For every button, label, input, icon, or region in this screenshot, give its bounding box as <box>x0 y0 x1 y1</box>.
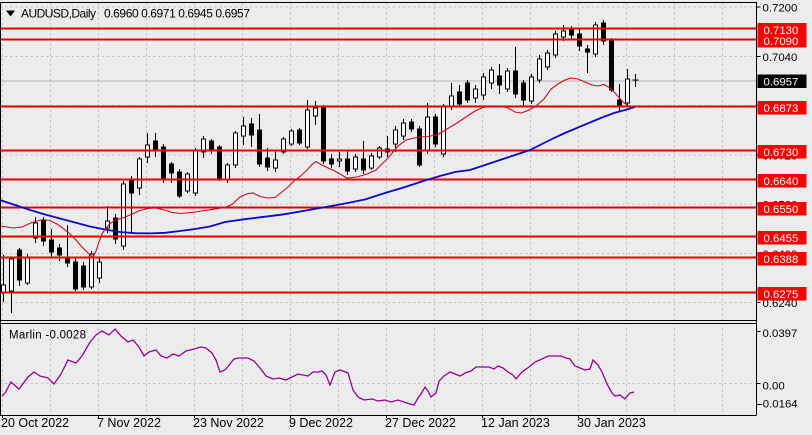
svg-text:0.6730: 0.6730 <box>764 147 799 159</box>
svg-text:7 Nov 2022: 7 Nov 2022 <box>97 416 161 430</box>
svg-text:0.6275: 0.6275 <box>764 289 799 301</box>
svg-text:-0.0164: -0.0164 <box>759 399 798 411</box>
svg-text:0.6873: 0.6873 <box>764 103 799 115</box>
svg-text:0.6388: 0.6388 <box>764 254 799 266</box>
svg-text:Marlin -0.0028: Marlin -0.0028 <box>9 330 86 342</box>
svg-text:30 Jan 2023: 30 Jan 2023 <box>577 416 646 430</box>
svg-text:0.0397: 0.0397 <box>763 328 798 340</box>
svg-text:0.7040: 0.7040 <box>763 52 798 64</box>
svg-text:0.7090: 0.7090 <box>764 36 799 48</box>
svg-text:0.6550: 0.6550 <box>764 204 799 216</box>
svg-text:0.6640: 0.6640 <box>764 176 799 188</box>
svg-text:0.6957: 0.6957 <box>764 76 799 88</box>
svg-text:12 Jan 2023: 12 Jan 2023 <box>481 416 550 430</box>
svg-text:0.7200: 0.7200 <box>763 3 798 15</box>
svg-text:AUDUSD,Daily: AUDUSD,Daily <box>21 7 96 21</box>
svg-text:0.6960 0.6971 0.6945 0.6957: 0.6960 0.6971 0.6945 0.6957 <box>104 7 250 21</box>
svg-text:27 Dec 2022: 27 Dec 2022 <box>385 416 456 430</box>
svg-text:9 Dec 2022: 9 Dec 2022 <box>289 416 353 430</box>
svg-text:23 Nov 2022: 23 Nov 2022 <box>193 416 264 430</box>
svg-text:0.6455: 0.6455 <box>764 233 799 245</box>
svg-text:20 Oct 2022: 20 Oct 2022 <box>1 416 69 430</box>
svg-text:0.7130: 0.7130 <box>764 25 799 37</box>
svg-text:0.00: 0.00 <box>763 381 785 393</box>
svg-text:0.6240: 0.6240 <box>763 298 798 310</box>
